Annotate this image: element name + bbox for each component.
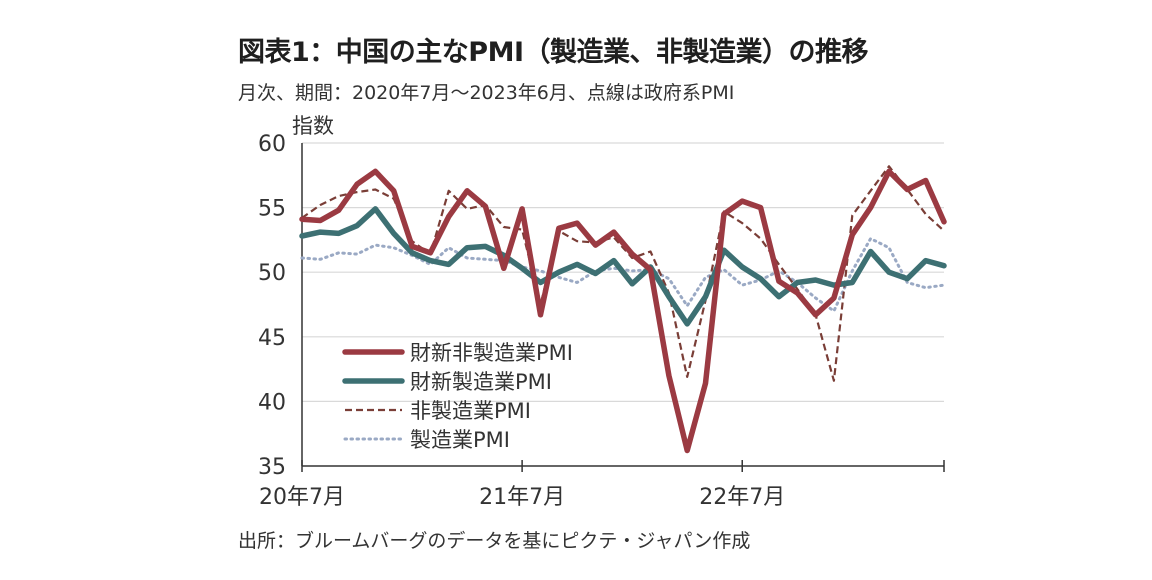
axes [301, 143, 945, 472]
chart-subtitle: 月次、期間：2020年7月～2023年6月、点線は政府系PMI [238, 82, 735, 104]
x-tick-label: 22年7月 [699, 485, 785, 510]
legend-label: 財新製造業PMI [410, 370, 552, 394]
y-tick-label: 60 [258, 132, 286, 157]
series-lines [299, 165, 947, 454]
y-tick-label: 40 [258, 390, 286, 415]
y-axis-label: 指数 [292, 114, 334, 138]
legend-label: 非製造業PMI [410, 399, 531, 423]
legend-label: 製造業PMI [410, 428, 510, 452]
source-note: 出所：ブルームバーグのデータを基にピクテ・ジャパン作成 [238, 530, 751, 552]
x-tick-labels: 20年7月 21年7月 22年7月 [259, 485, 785, 510]
series-line-1 [299, 168, 947, 454]
y-tick-label: 45 [258, 326, 286, 351]
series-line-2 [299, 206, 947, 327]
series-line-3 [301, 165, 945, 382]
x-tick-label: 20年7月 [259, 485, 345, 510]
legend: 財新非製造業PMI 財新製造業PMI 非製造業PMI 製造業PMI [342, 341, 573, 452]
y-tick-label: 50 [258, 261, 286, 286]
legend-label: 財新非製造業PMI [410, 341, 573, 365]
grid-lines [302, 142, 944, 402]
x-tick-label: 21年7月 [479, 485, 565, 510]
y-tick-label: 35 [258, 455, 286, 480]
chart-title: 図表1：中国の主なPMI（製造業、非製造業）の推移 [238, 37, 869, 68]
y-tick-labels: 60 55 50 45 40 35 [258, 132, 286, 480]
y-tick-label: 55 [258, 197, 286, 222]
